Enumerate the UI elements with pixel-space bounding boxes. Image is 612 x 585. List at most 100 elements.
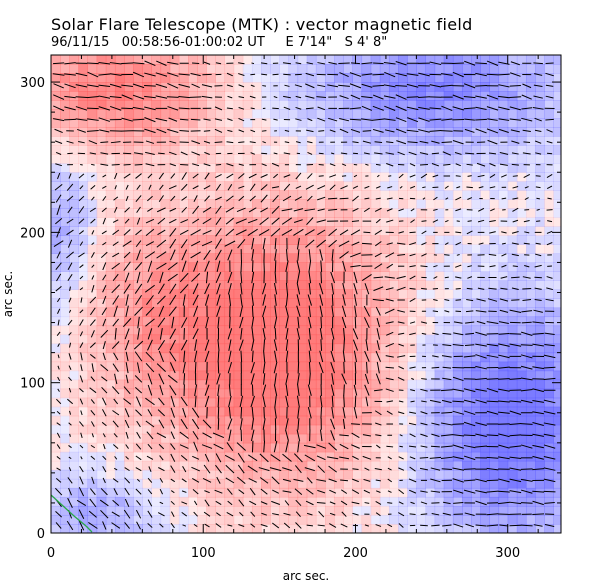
field-cell xyxy=(169,217,180,227)
field-cell xyxy=(443,217,454,227)
field-vector xyxy=(284,129,290,132)
field-cell xyxy=(352,208,363,218)
field-cell xyxy=(379,190,390,200)
field-vector xyxy=(440,130,453,132)
field-vector xyxy=(147,489,153,495)
field-vector xyxy=(158,152,165,155)
field-vector xyxy=(509,456,522,460)
field-cell xyxy=(151,253,162,263)
field-vector xyxy=(114,206,118,213)
field-vector xyxy=(204,453,210,462)
field-cell xyxy=(197,280,207,290)
field-vector xyxy=(240,294,243,306)
field-cell xyxy=(206,478,216,489)
field-cell xyxy=(516,271,527,281)
field-cell xyxy=(388,100,399,110)
field-vector xyxy=(145,163,155,167)
field-vector xyxy=(341,511,347,517)
field-vector xyxy=(445,219,449,223)
field-cell xyxy=(525,415,536,426)
field-cell xyxy=(535,370,545,381)
field-cell xyxy=(507,199,518,209)
field-vector xyxy=(226,442,234,451)
field-vector xyxy=(66,183,74,191)
field-vector xyxy=(543,410,556,415)
field-vector xyxy=(532,321,544,324)
field-cell xyxy=(197,451,207,462)
field-cell xyxy=(425,334,436,345)
field-cell xyxy=(416,64,426,74)
field-cell xyxy=(151,163,162,173)
field-vector xyxy=(251,350,254,363)
field-vector xyxy=(398,208,404,212)
field-cell xyxy=(343,352,353,363)
field-cell xyxy=(151,100,162,110)
field-cell xyxy=(315,406,326,417)
field-cell xyxy=(160,91,171,101)
field-cell xyxy=(553,325,561,336)
field-vector xyxy=(159,271,164,284)
field-cell xyxy=(261,442,271,453)
field-cell xyxy=(206,370,216,381)
field-vector xyxy=(169,328,177,340)
field-cell xyxy=(105,406,116,417)
field-vector xyxy=(68,342,72,348)
field-cell xyxy=(124,262,134,272)
field-vector xyxy=(352,195,359,202)
field-cell xyxy=(334,343,344,354)
field-cell xyxy=(452,109,463,119)
field-cell xyxy=(297,100,308,110)
field-vector xyxy=(397,253,406,256)
field-cell xyxy=(78,406,89,417)
field-cell xyxy=(114,442,125,453)
field-vector xyxy=(532,388,544,393)
field-cell xyxy=(535,253,545,263)
field-vector xyxy=(532,455,544,460)
field-cell xyxy=(535,343,545,354)
field-cell xyxy=(51,244,61,254)
field-vector xyxy=(498,354,510,359)
field-cell xyxy=(471,469,481,480)
field-vector xyxy=(440,389,453,392)
field-cell xyxy=(516,127,527,137)
field-vector xyxy=(124,467,130,472)
field-cell xyxy=(452,100,463,110)
field-cell xyxy=(215,181,226,191)
field-cell xyxy=(188,271,198,281)
field-vector xyxy=(328,208,338,211)
field-cell xyxy=(343,217,353,227)
field-cell xyxy=(553,109,561,119)
field-cell xyxy=(315,523,326,533)
field-vector xyxy=(80,297,83,303)
field-cell xyxy=(288,172,299,182)
field-cell xyxy=(343,316,353,327)
field-cell xyxy=(51,307,61,318)
field-cell xyxy=(398,496,408,507)
field-cell xyxy=(160,118,171,128)
field-cell xyxy=(425,478,436,489)
field-vector xyxy=(216,283,221,295)
field-cell xyxy=(261,244,271,254)
field-cell xyxy=(297,505,308,516)
field-cell xyxy=(105,433,116,444)
field-vector xyxy=(98,95,111,99)
field-cell xyxy=(279,64,289,74)
field-vector xyxy=(212,432,225,439)
field-vector xyxy=(204,523,210,528)
field-vector xyxy=(327,456,339,460)
field-cell xyxy=(142,55,152,65)
field-cell xyxy=(462,271,472,281)
field-cell xyxy=(361,226,372,236)
field-cell xyxy=(553,82,561,92)
field-cell xyxy=(553,271,561,281)
field-cell xyxy=(261,91,271,101)
field-cell xyxy=(535,388,545,399)
field-cell xyxy=(133,325,143,336)
field-cell xyxy=(169,343,180,354)
field-cell xyxy=(525,64,536,74)
field-cell xyxy=(251,397,262,408)
field-cell xyxy=(315,244,326,254)
field-vector xyxy=(455,163,461,167)
field-cell xyxy=(489,181,500,191)
field-vector xyxy=(156,239,167,248)
